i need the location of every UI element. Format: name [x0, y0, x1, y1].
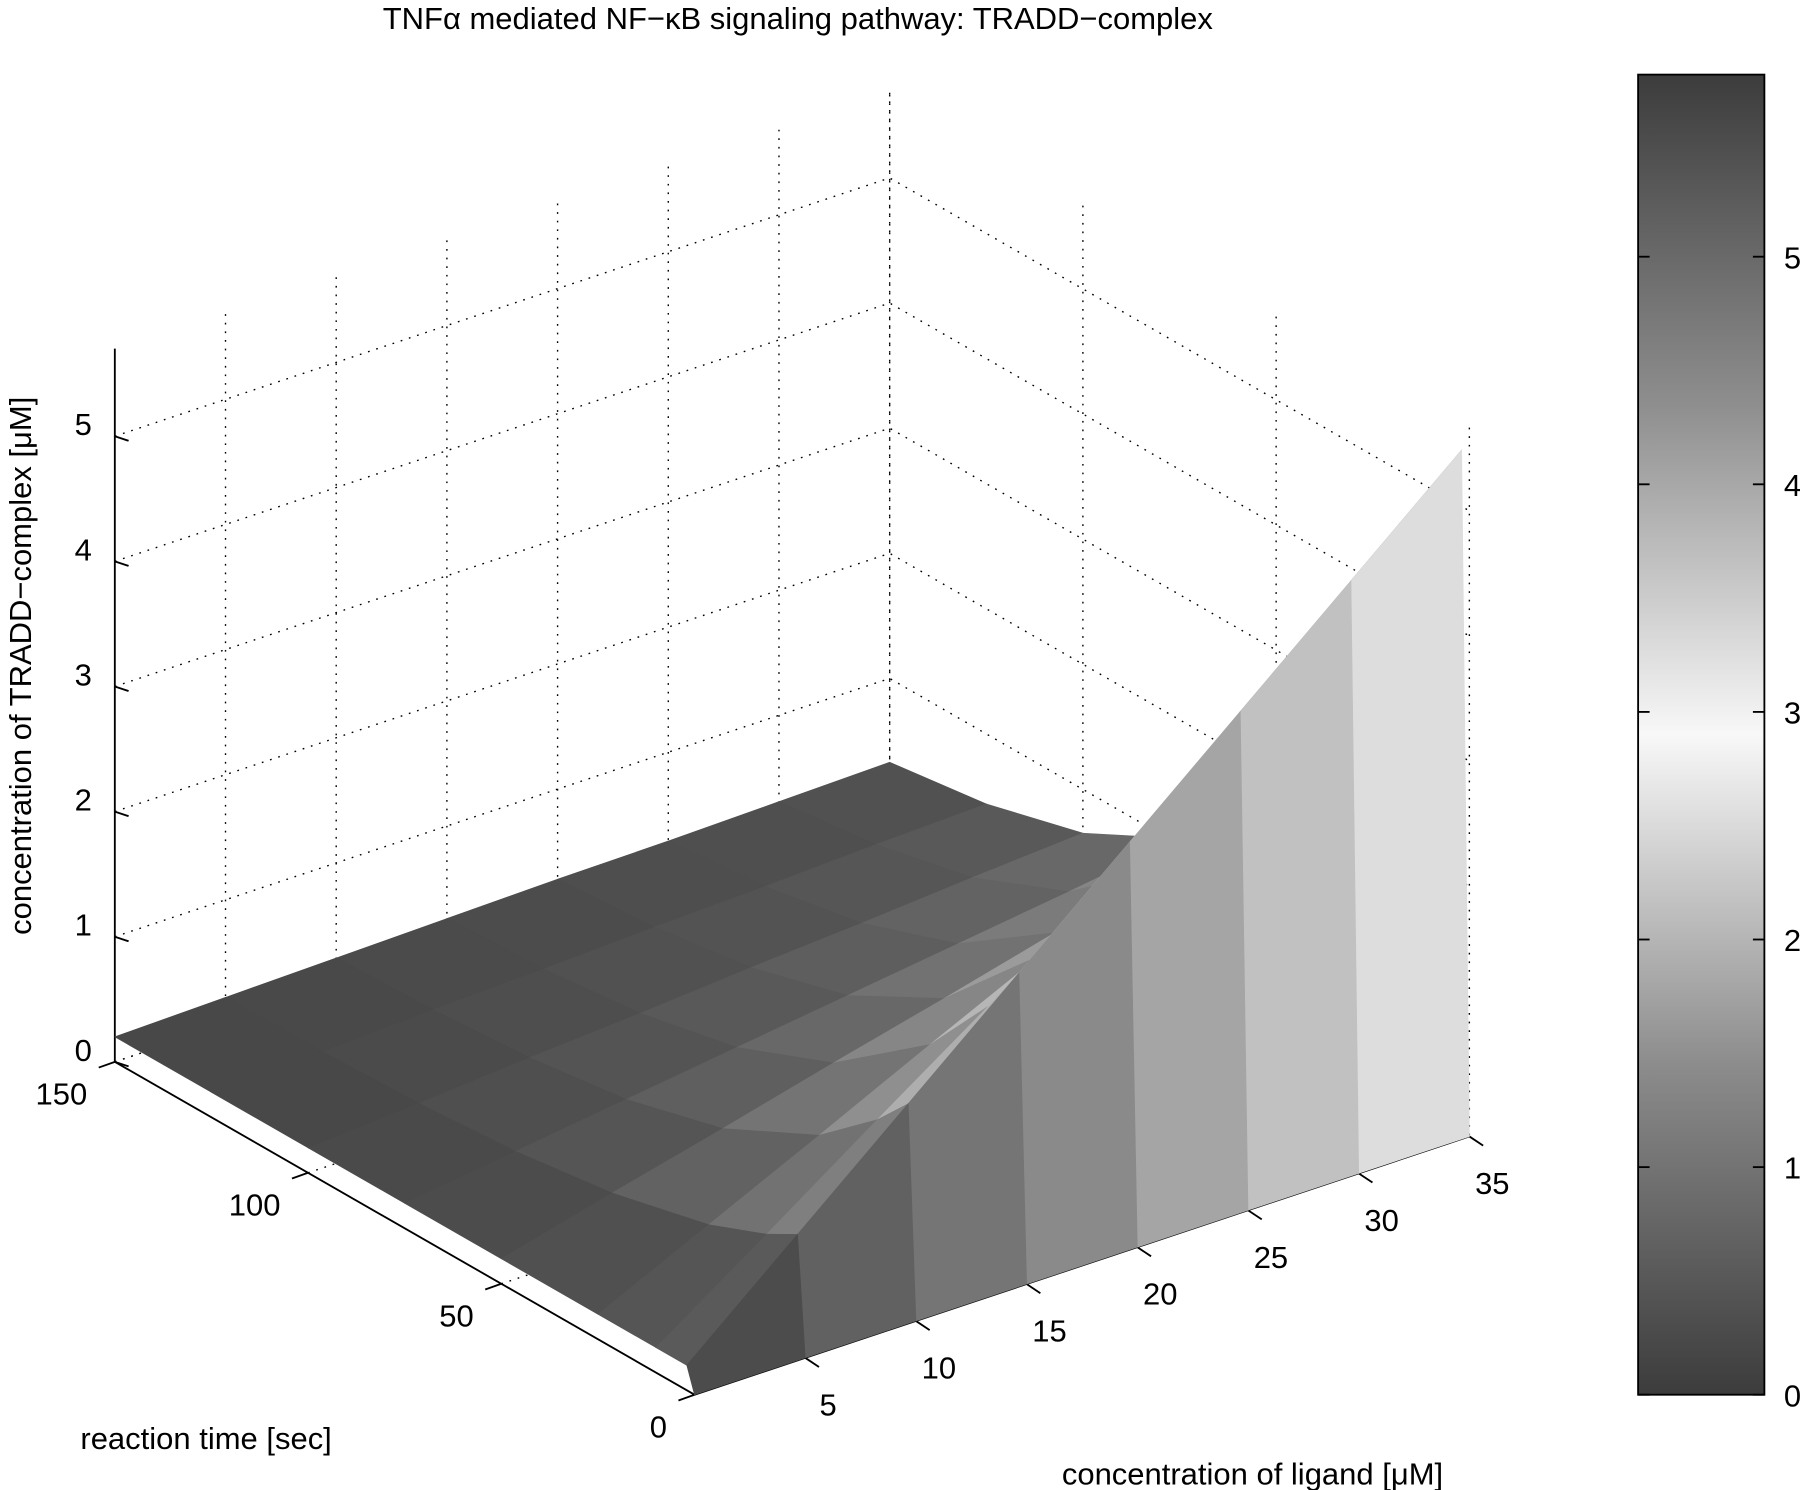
x-tick — [804, 1357, 820, 1368]
y-tick-label: 0 — [650, 1409, 667, 1444]
z-tick-label: 1 — [75, 908, 92, 943]
y-tick-label: 50 — [439, 1298, 473, 1333]
grid-line — [501, 312, 1277, 1285]
grid-line — [307, 201, 1084, 1174]
x-tick-label: 30 — [1364, 1203, 1398, 1238]
z-tick-label: 4 — [75, 532, 92, 567]
z-tick — [114, 560, 129, 567]
colorbar-tick-label: 2 — [1784, 923, 1800, 958]
x-tick — [1136, 1246, 1152, 1258]
x-axis-label: concentration of ligand [μM] — [1062, 1456, 1443, 1490]
z-tick — [114, 1060, 129, 1068]
y-axis-line — [114, 1061, 695, 1396]
y-axis-label: reaction time [sec] — [80, 1421, 331, 1456]
x-tick — [1358, 1172, 1373, 1184]
x-tick-label: 35 — [1475, 1166, 1509, 1201]
x-tick — [1026, 1283, 1041, 1294]
y-tick — [484, 1282, 502, 1291]
grid-line — [114, 177, 1470, 512]
y-tick — [291, 1171, 309, 1180]
colorbar — [1637, 73, 1766, 1396]
x-tick-label: 20 — [1143, 1277, 1177, 1312]
grid-line — [694, 423, 1471, 1396]
x-tick-label: 25 — [1254, 1240, 1288, 1275]
x-tick — [1247, 1209, 1263, 1221]
colorbar-tick-label: 4 — [1784, 468, 1800, 503]
z-tick-label: 3 — [75, 657, 92, 692]
grid-line — [114, 302, 1470, 637]
z-tick-label: 5 — [75, 407, 92, 442]
z-axis-label: concentration of TRADD−complex [μM] — [3, 397, 38, 935]
surface-patch — [686, 1233, 806, 1396]
grid-line — [114, 90, 891, 1063]
y-tick — [98, 1060, 116, 1069]
chart-title: TNFα mediated NF−κB signaling pathway: T… — [383, 1, 1214, 36]
colorbar-tick-label: 5 — [1784, 240, 1800, 275]
surface-patch — [1350, 449, 1470, 1174]
x-tick-label: 15 — [1032, 1314, 1066, 1349]
y-tick — [678, 1393, 695, 1402]
x-tick-label: 10 — [922, 1350, 956, 1385]
x-tick — [1468, 1135, 1484, 1147]
z-tick — [114, 435, 129, 442]
z-tick — [114, 685, 129, 692]
z-tick — [114, 810, 129, 818]
colorbar-tick-label: 1 — [1784, 1151, 1800, 1186]
y-tick-label: 150 — [36, 1076, 88, 1111]
z-tick — [114, 935, 129, 943]
x-tick-label: 5 — [820, 1387, 837, 1422]
y-tick-label: 100 — [229, 1187, 281, 1222]
z-tick-label: 2 — [75, 783, 92, 818]
colorbar-tick-label: 3 — [1784, 696, 1800, 731]
surface-patch — [1239, 579, 1360, 1211]
surface-patch — [1129, 710, 1249, 1248]
x-tick — [915, 1320, 931, 1331]
z-tick-label: 0 — [75, 1033, 92, 1068]
colorbar-tick-label: 0 — [1784, 1378, 1800, 1413]
